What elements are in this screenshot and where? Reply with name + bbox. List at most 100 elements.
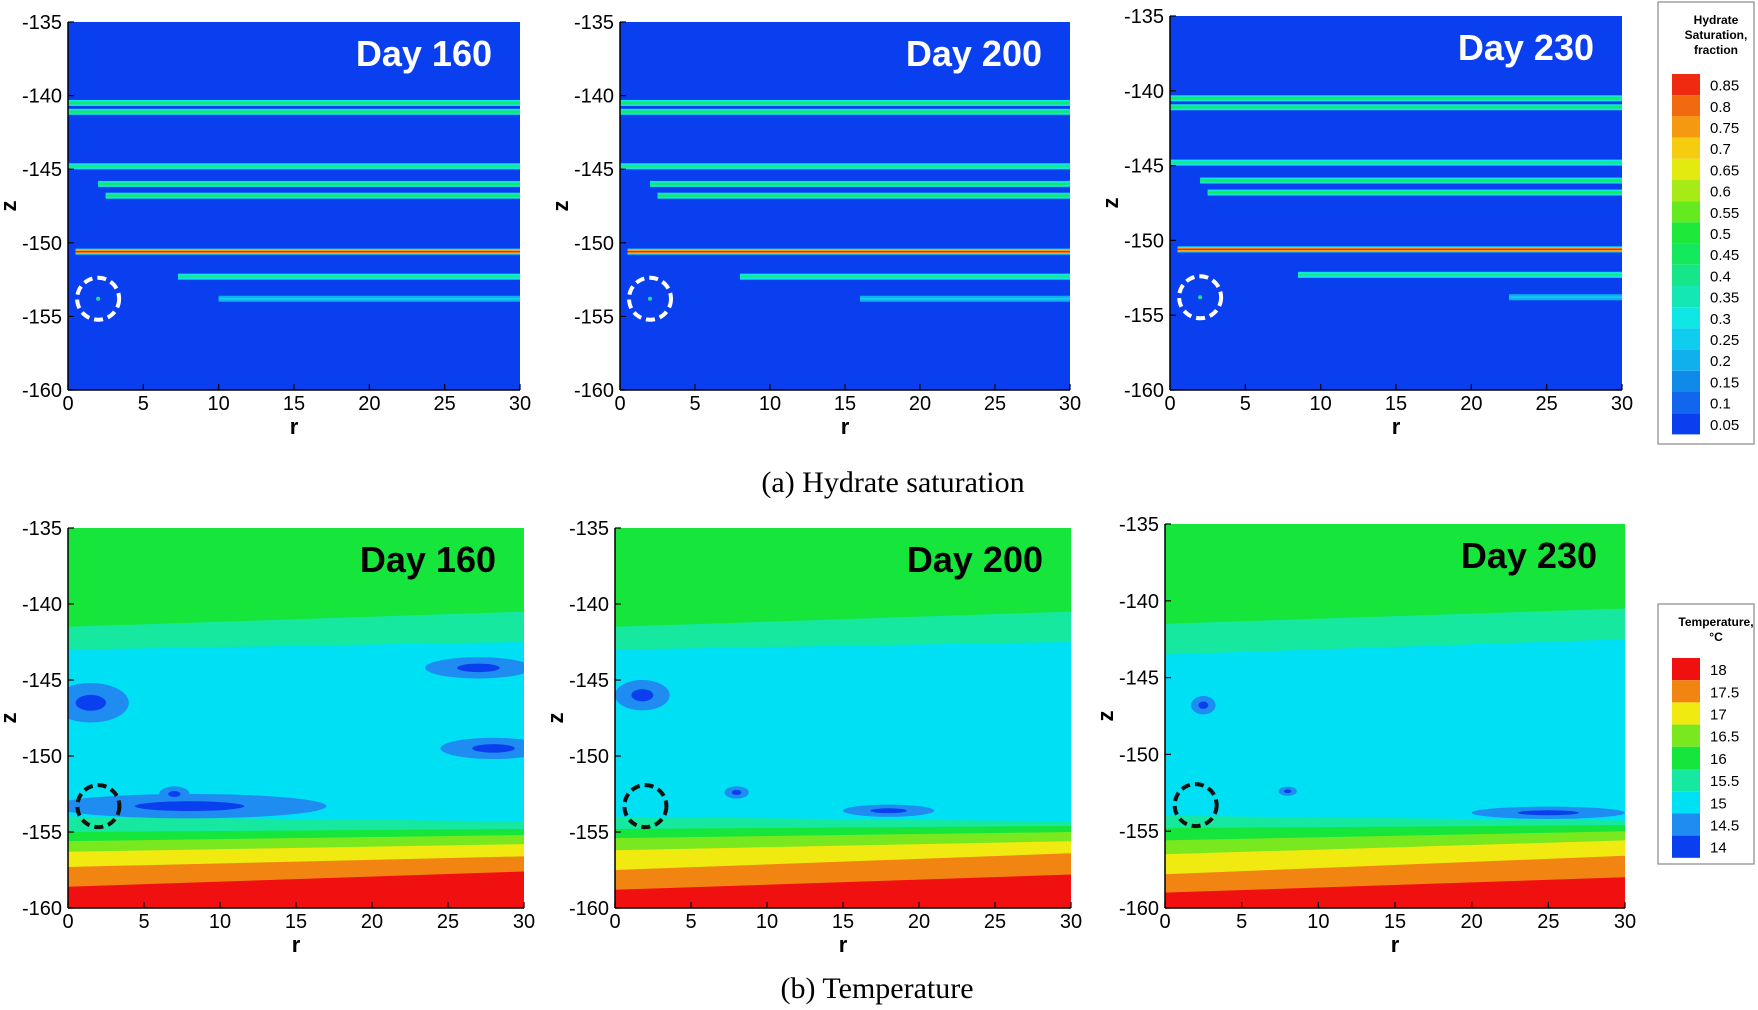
highlight-circle [627,275,673,322]
legend-swatch [1672,74,1700,96]
layer-core [1170,161,1622,164]
layer-core [218,297,520,300]
x-tick-label: 30 [1060,911,1082,933]
layer-core [620,102,1070,104]
caption-temperature: (b) Temperature [780,972,973,1005]
background-field [620,22,1070,390]
x-axis-label: r [292,932,301,957]
cold-spot-core [731,790,742,795]
y-tick-label: -160 [1124,380,1164,402]
panel-hydrate-day-230: 0 5 10 15 20 25 30 -160 -155 -150 -145 -140 -135 r z Da… [1098,6,1633,439]
y-tick-label: -150 [22,233,62,255]
legend-title-line: Saturation, [1685,28,1748,42]
x-tick-label: 5 [138,911,149,933]
hydrate-layer [620,99,1070,106]
plot-area [1170,16,1622,390]
day-label: Day 230 [1461,535,1597,576]
temp-band [68,871,524,908]
layer-core [1170,106,1622,109]
hydrate-layer [620,163,1070,170]
layer-core [740,275,1070,278]
hydrate-layer [620,108,1070,115]
x-tick-label: 0 [1159,911,1170,933]
temp-band [1165,877,1625,908]
temp-band [615,874,1071,908]
layer-core [177,275,520,278]
x-tick-label: 25 [434,393,456,415]
layer-core [1207,191,1622,194]
x-tick-label: 5 [1236,911,1247,933]
legend-level-label: 0.25 [1710,332,1739,349]
hydrate-layer [98,180,520,187]
legend-swatch [1672,392,1700,414]
legend-level-label: 0.6 [1710,184,1731,201]
cold-spot-core [134,801,245,812]
x-tick-label: 30 [1059,393,1081,415]
x-tick-label: 25 [984,911,1006,933]
legend-swatch [1672,349,1700,371]
x-tick-label: 20 [908,911,930,933]
hydrate-layer [68,108,520,115]
x-tick-label: 10 [209,911,231,933]
day-label: Day 230 [1458,27,1594,68]
legend-level-label: 0.15 [1710,374,1739,391]
x-tick-label: 20 [909,393,931,415]
layer-core [860,297,1070,300]
x-tick-label: 20 [361,911,383,933]
hydrate-layer [68,163,520,170]
x-tick-label: 20 [1461,911,1483,933]
x-tick-label: 15 [285,911,307,933]
legend-level-label: 18 [1710,662,1727,679]
x-tick-label: 0 [1164,393,1175,415]
x-tick-label: 5 [689,393,700,415]
layer-core [620,110,1070,113]
legend-level-label: 14.5 [1710,818,1739,835]
legend-title-line: Temperature, [1678,615,1753,629]
background-field [1170,16,1622,390]
legend-swatch [1672,286,1700,308]
hydrate-layer [1509,294,1622,301]
legend-swatch [1672,813,1700,836]
y-tick-label: -160 [22,380,62,402]
hydrate-spot [648,296,652,301]
legend-level-label: 15 [1710,795,1727,812]
legend-level-label: 0.2 [1710,353,1731,370]
legend-level-label: 16 [1710,751,1727,768]
layer-core [650,183,1070,185]
y-tick-label: -145 [1119,668,1159,690]
plot-area [615,528,1071,908]
legend-swatch [1672,746,1700,769]
panel-temperature-day-160: 0 5 10 15 20 25 30 -160 -155 -150 -145 -140 -135 r z Da… [0,518,535,957]
highlight-circle [75,275,122,322]
layer-core [1298,273,1622,276]
highlight-circle [1177,274,1224,321]
legend-swatch [1672,307,1700,329]
legend-swatch [1672,95,1700,117]
temp-band [1165,524,1625,624]
legend-swatch [1672,116,1700,138]
x-tick-label: 20 [358,393,380,415]
panel-temperature-day-230: 0 5 10 15 20 25 30 -160 -155 -150 -145 -140 -135 r z Da… [1093,514,1636,957]
legend-swatch [1672,370,1700,392]
x-tick-label: 0 [614,393,625,415]
cold-spot-core [75,694,107,711]
x-tick-label: 15 [1385,393,1407,415]
day-label: Day 160 [360,539,496,580]
cold-spot-core [631,689,654,702]
legend-level-label: 0.4 [1710,268,1731,285]
hydrate-layer [740,273,1070,280]
y-tick-label: -135 [22,12,62,34]
legend-swatch [1672,158,1700,180]
y-tick-label: -140 [574,86,614,108]
x-tick-label: 0 [62,393,73,415]
highlight-circle [75,783,122,830]
y-tick-label: -150 [569,746,609,768]
legend-swatch [1672,222,1700,244]
caption-hydrate: (a) Hydrate saturation [761,466,1024,499]
y-tick-label: -140 [1119,591,1159,613]
legend-swatch [1672,835,1700,858]
legend-temperature: Temperature,°C 18 17.5 17 16.5 16 15.5 15 14.5 14 [1657,603,1755,865]
x-tick-label: 10 [756,911,778,933]
x-tick-label: 0 [609,911,620,933]
